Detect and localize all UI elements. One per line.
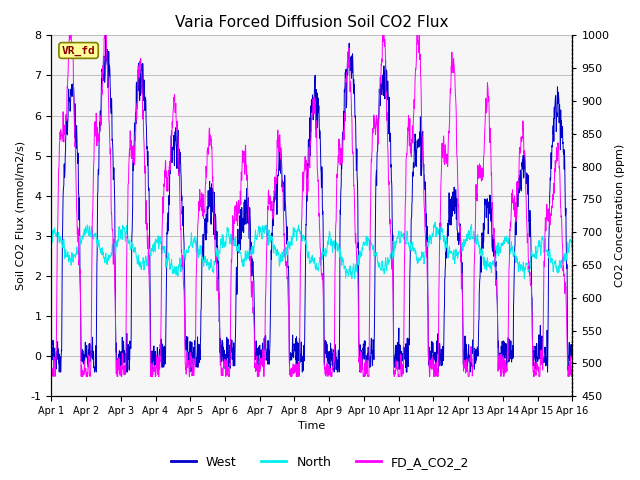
Y-axis label: CO2 Concentration (ppm): CO2 Concentration (ppm) bbox=[615, 144, 625, 288]
Bar bbox=[51, 36, 572, 396]
Y-axis label: Soil CO2 Flux (mmol/m2/s): Soil CO2 Flux (mmol/m2/s) bbox=[15, 141, 25, 290]
Legend: West, North, FD_A_CO2_2: West, North, FD_A_CO2_2 bbox=[166, 451, 474, 474]
Text: VR_fd: VR_fd bbox=[61, 46, 95, 56]
Title: Varia Forced Diffusion Soil CO2 Flux: Varia Forced Diffusion Soil CO2 Flux bbox=[175, 15, 449, 30]
X-axis label: Time: Time bbox=[298, 421, 326, 432]
